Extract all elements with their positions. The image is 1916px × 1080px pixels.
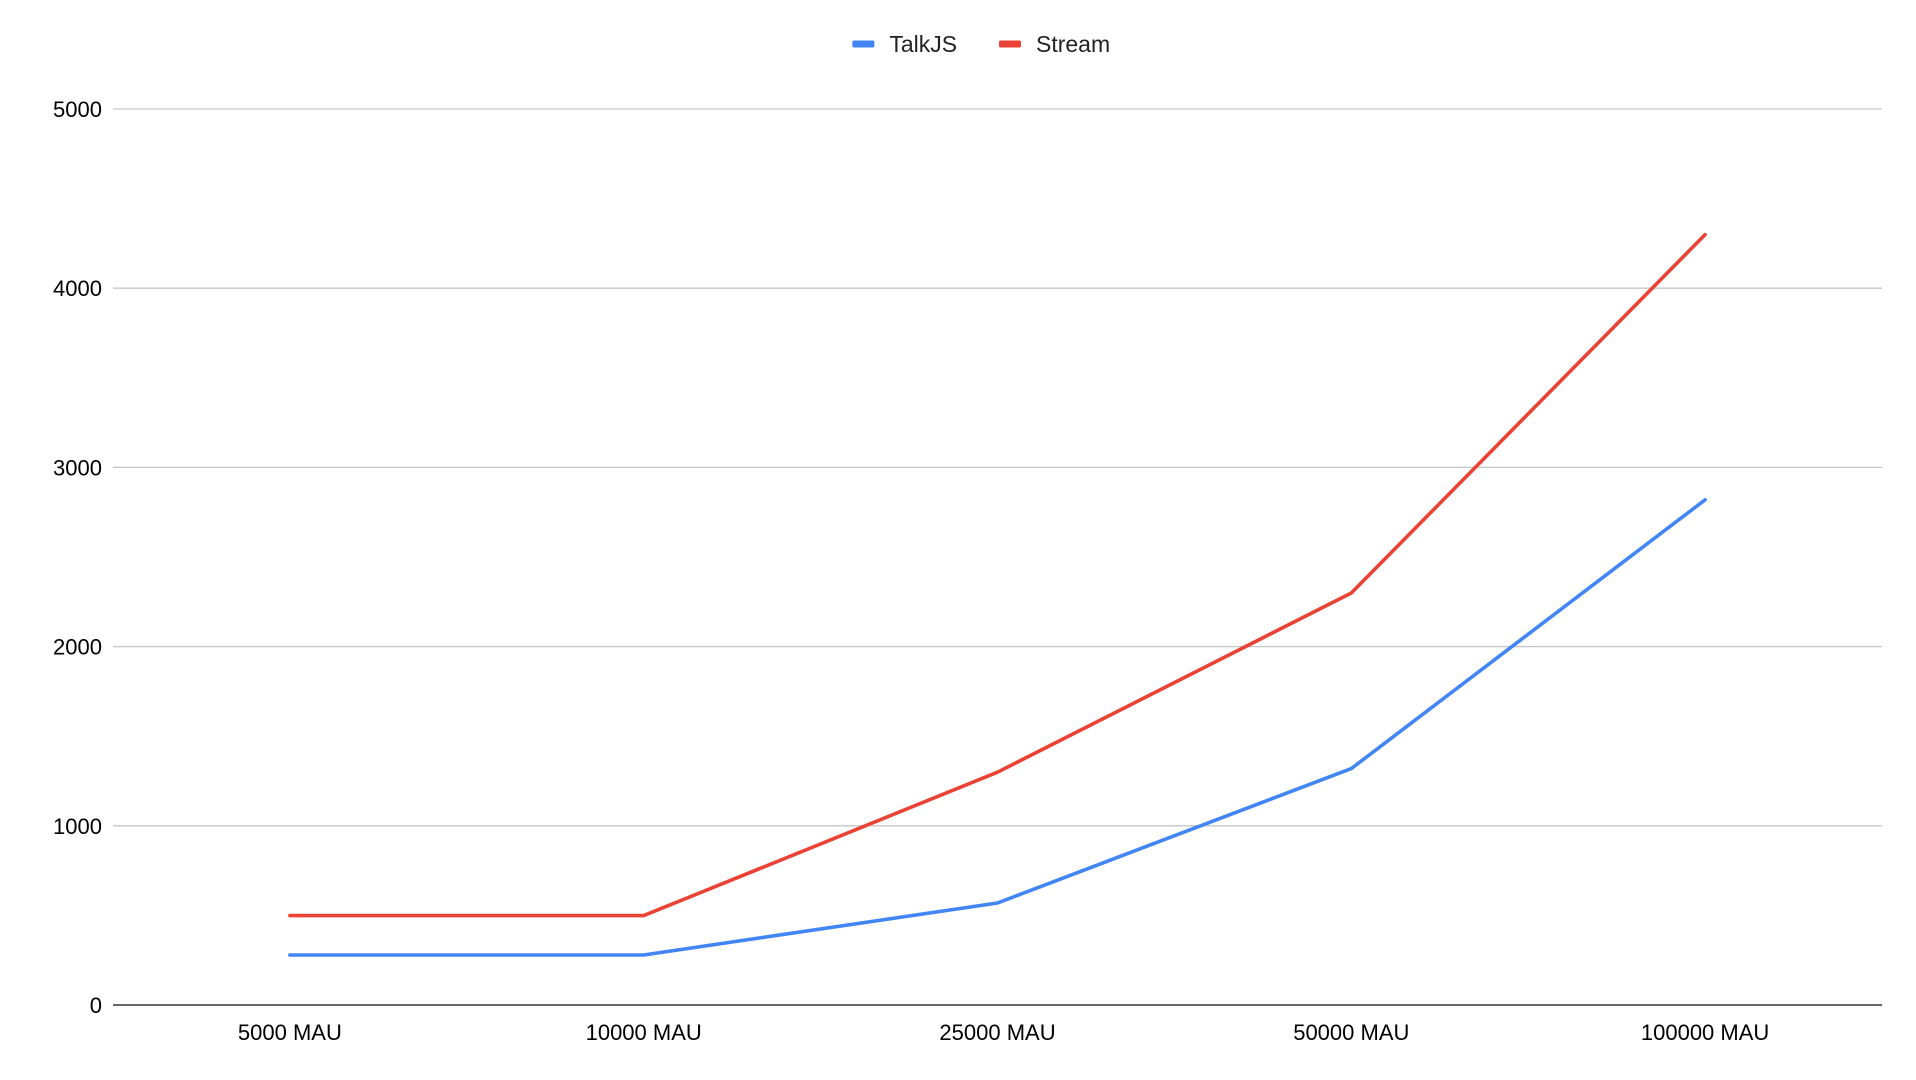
x-tick-label: 100000 MAU (1641, 1020, 1769, 1045)
y-tick-label: 2000 (53, 635, 102, 660)
legend-swatch-talkjs (852, 40, 875, 48)
legend-label-stream: Stream (1036, 31, 1110, 57)
legend-swatch-stream (999, 40, 1021, 48)
series-line-stream (288, 232, 1707, 918)
y-tick-label: 4000 (53, 276, 102, 301)
series-lines (288, 232, 1707, 957)
x-tick-label: 25000 MAU (939, 1020, 1055, 1045)
y-axis: 0 1000 2000 3000 4000 5000 (53, 97, 102, 1018)
y-tick-label: 5000 (53, 97, 102, 122)
legend-label-talkjs: TalkJS (889, 31, 957, 57)
x-tick-label: 5000 MAU (238, 1020, 342, 1045)
gridlines (113, 108, 1882, 827)
x-tick-label: 10000 MAU (586, 1020, 702, 1045)
x-axis: 5000 MAU 10000 MAU 25000 MAU 50000 MAU 10000… (113, 1004, 1882, 1045)
series-line-talkjs (288, 497, 1707, 957)
y-tick-label: 0 (90, 993, 102, 1018)
legend: TalkJS Stream (852, 31, 1110, 57)
y-tick-label: 1000 (53, 814, 102, 839)
x-tick-label: 50000 MAU (1293, 1020, 1409, 1045)
y-tick-label: 3000 (53, 455, 102, 480)
